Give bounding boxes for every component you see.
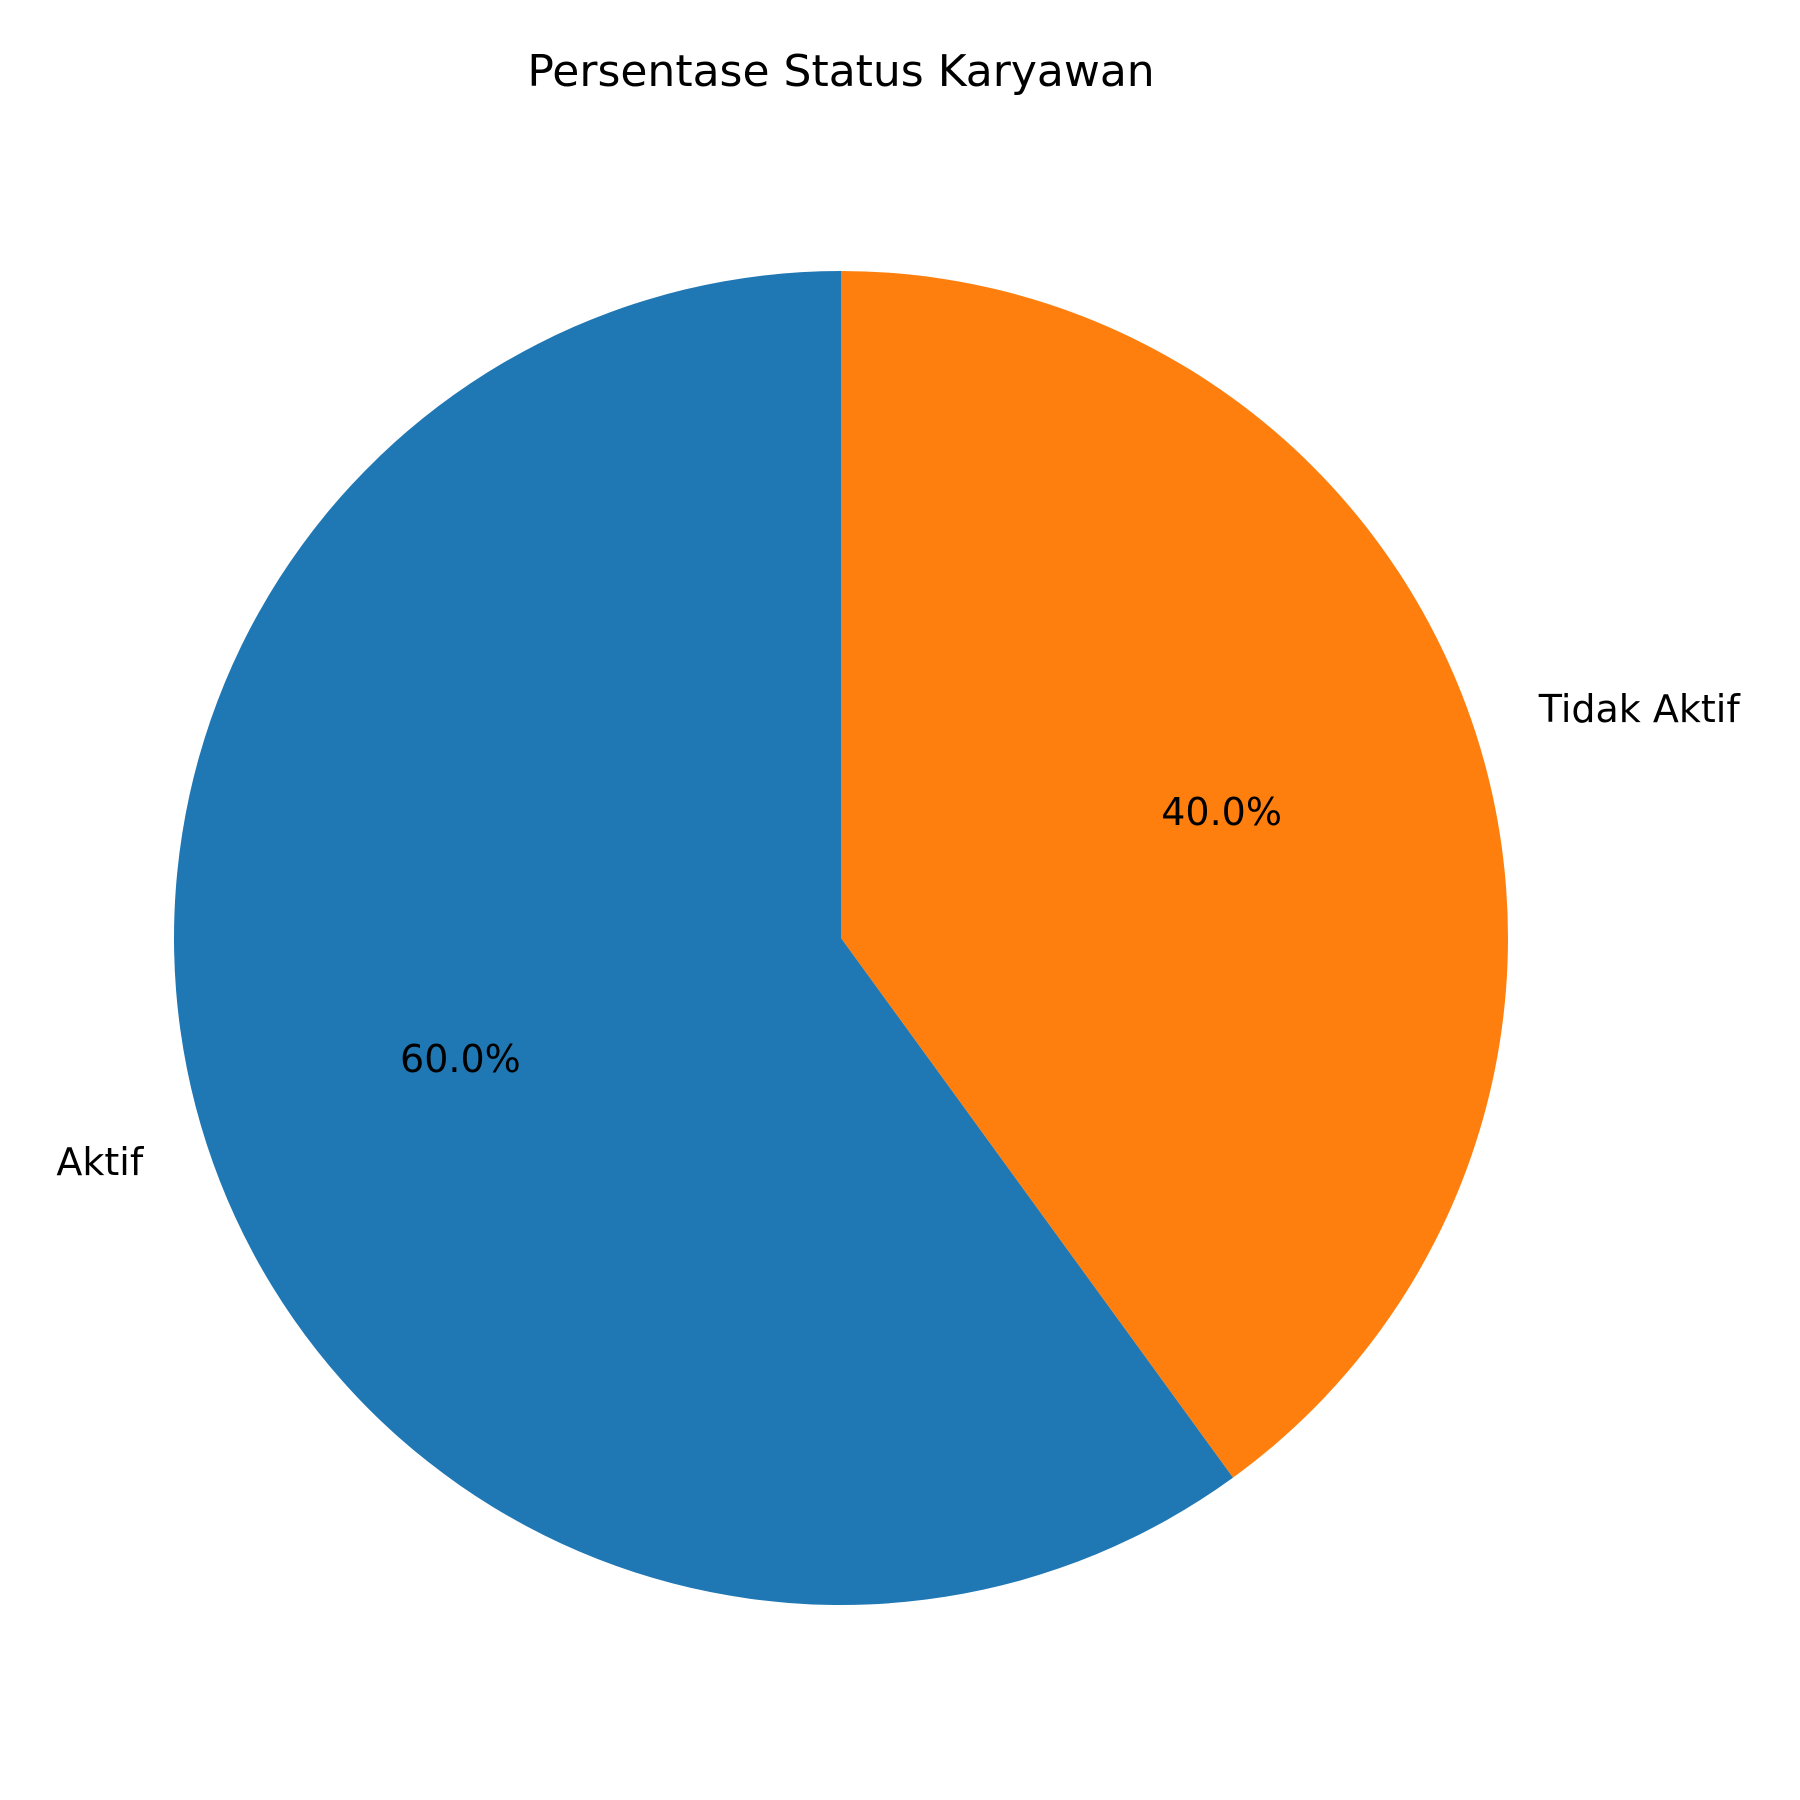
pie-slice-aktif [174,271,1234,1606]
pie-slices [174,271,1508,1606]
pie-slice-tidak-aktif [841,271,1508,1478]
slice-percent-tidak-aktif: 40.0% [1161,790,1282,834]
slice-label-tidak-aktif: Tidak Aktif [1538,687,1742,731]
slice-percent-aktif: 60.0% [400,1037,521,1081]
slice-label-aktif: Aktif [56,1140,144,1184]
pie-labels: Aktif 60.0% Tidak Aktif 40.0% [56,687,1741,1184]
chart-title: Persentase Status Karyawan [527,46,1154,97]
